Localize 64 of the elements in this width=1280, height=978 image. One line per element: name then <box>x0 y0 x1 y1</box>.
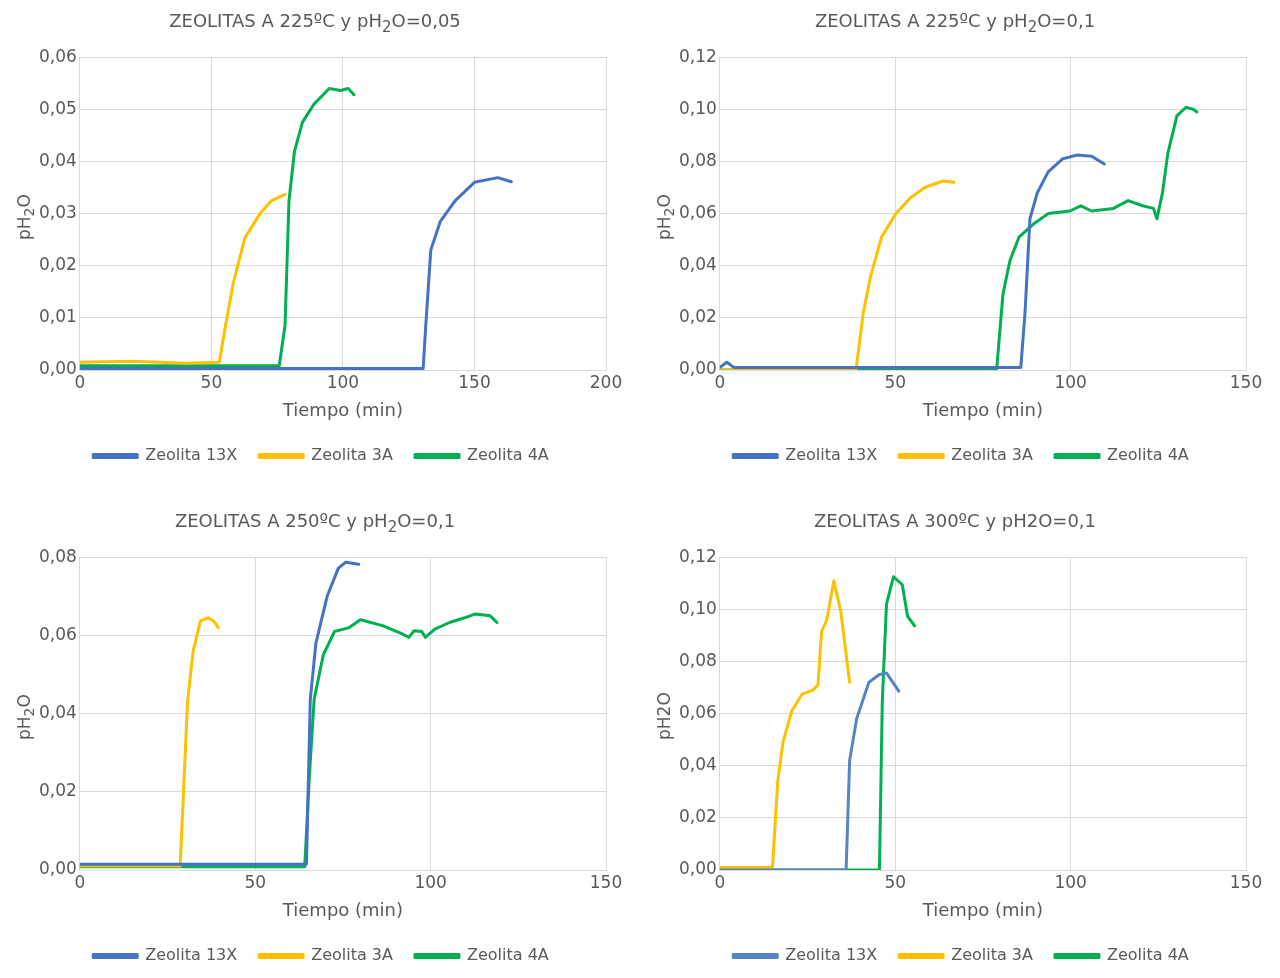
x-tick-label: 100 <box>326 371 360 392</box>
legend-label: Zeolita 4A <box>1106 945 1189 965</box>
y-tick-label: 0,06 <box>38 623 77 644</box>
y-tick-label: 0,04 <box>38 702 77 723</box>
legend-label: Zeolita 3A <box>311 445 394 465</box>
x-tick-label: 50 <box>200 371 223 392</box>
chart-title: ZEOLITAS A 250ºC y pH$_{2}$O=0,1 <box>173 510 457 536</box>
legend-label: Zeolita 13X <box>785 945 878 965</box>
y-tick-label: 0,10 <box>678 97 717 118</box>
y-axis-title: pH2O <box>654 692 674 740</box>
x-tick-label: 50 <box>244 871 267 892</box>
y-tick-label: 0,00 <box>678 858 717 879</box>
legend-label: Zeolita 4A <box>466 945 549 965</box>
x-tick-label: 50 <box>884 871 907 892</box>
y-tick-label: 0,00 <box>678 358 717 379</box>
x-tick-label: 0 <box>714 871 726 892</box>
y-tick-label: 0,00 <box>38 358 77 379</box>
y-tick-label: 0,00 <box>38 858 77 879</box>
x-tick-label: 150 <box>1229 871 1263 892</box>
y-tick-label: 0,04 <box>38 149 77 170</box>
y-tick-label: 0,02 <box>38 254 77 275</box>
y-tick-label: 0,01 <box>38 306 77 327</box>
x-tick-label: 150 <box>1229 371 1263 392</box>
legend-label: Zeolita 13X <box>145 445 238 465</box>
x-axis-title: Tiempo (min) <box>921 398 1044 420</box>
y-tick-label: 0,06 <box>678 202 717 223</box>
y-tick-label: 0,10 <box>678 597 717 618</box>
y-tick-label: 0,06 <box>678 702 717 723</box>
x-tick-label: 100 <box>1054 371 1087 392</box>
x-axis-title: Tiempo (min) <box>281 898 404 920</box>
legend-label: Zeolita 4A <box>1106 445 1189 465</box>
legend-label: Zeolita 3A <box>951 445 1034 465</box>
x-tick-label: 0 <box>714 371 726 392</box>
y-tick-label: 0,04 <box>678 754 717 775</box>
x-tick-label: 150 <box>458 371 491 392</box>
x-tick-label: 50 <box>884 371 907 392</box>
y-tick-label: 0,12 <box>678 45 717 66</box>
legend-label: Zeolita 13X <box>785 445 878 465</box>
x-tick-label: 0 <box>74 371 86 392</box>
y-tick-label: 0,03 <box>38 202 77 223</box>
x-tick-label: 100 <box>1054 871 1087 892</box>
y-tick-label: 0,08 <box>678 149 717 170</box>
y-tick-label: 0,05 <box>38 97 77 118</box>
y-tick-label: 0,04 <box>678 254 717 275</box>
x-tick-label: 150 <box>589 871 623 892</box>
x-axis-title: Tiempo (min) <box>281 398 404 420</box>
y-tick-label: 0,08 <box>678 649 717 670</box>
x-tick-label: 100 <box>414 871 447 892</box>
chart-title: ZEOLITAS A 225ºC y pH$_{2}$O=0,05 <box>168 10 462 36</box>
x-tick-label: 200 <box>589 371 623 392</box>
y-tick-label: 0,12 <box>678 545 717 566</box>
legend-label: Zeolita 3A <box>311 945 394 965</box>
x-axis-title: Tiempo (min) <box>921 898 1044 920</box>
chart-title: ZEOLITAS A 300ºC y pH2O=0,1 <box>812 510 1098 531</box>
y-tick-label: 0,02 <box>678 806 717 827</box>
y-tick-label: 0,02 <box>678 306 717 327</box>
y-tick-label: 0,02 <box>38 780 77 801</box>
legend-label: Zeolita 3A <box>951 945 1034 965</box>
y-tick-label: 0,06 <box>38 45 77 66</box>
x-tick-label: 0 <box>74 871 86 892</box>
y-tick-label: 0,08 <box>38 545 77 566</box>
legend-label: Zeolita 4A <box>466 445 549 465</box>
legend-label: Zeolita 13X <box>145 945 238 965</box>
chart-title: ZEOLITAS A 225ºC y pH$_{2}$O=0,1 <box>813 10 1097 36</box>
